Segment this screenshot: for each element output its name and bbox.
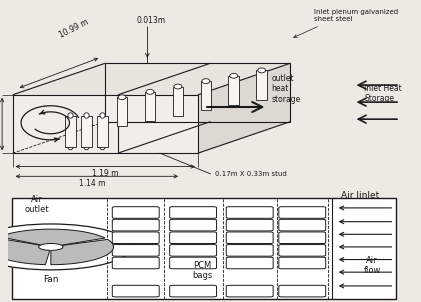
Text: 0.17m X 0.33m stud: 0.17m X 0.33m stud <box>215 171 286 177</box>
FancyBboxPatch shape <box>279 257 326 269</box>
FancyBboxPatch shape <box>112 232 159 243</box>
Text: Air
outlet: Air outlet <box>24 195 49 214</box>
Ellipse shape <box>84 113 89 118</box>
Text: 1.14 m: 1.14 m <box>80 179 106 188</box>
FancyBboxPatch shape <box>226 219 273 231</box>
Bar <box>65 115 76 147</box>
Ellipse shape <box>68 113 73 118</box>
Bar <box>229 76 239 105</box>
Text: Inlet Heat
Storage: Inlet Heat Storage <box>364 84 402 103</box>
Bar <box>173 86 183 116</box>
FancyBboxPatch shape <box>112 219 159 231</box>
Bar <box>117 97 128 127</box>
FancyBboxPatch shape <box>279 232 326 243</box>
FancyBboxPatch shape <box>279 207 326 218</box>
Polygon shape <box>0 238 50 265</box>
Bar <box>81 115 92 147</box>
Ellipse shape <box>118 95 126 100</box>
FancyBboxPatch shape <box>112 257 159 269</box>
Text: PCM
bags: PCM bags <box>192 261 213 280</box>
FancyBboxPatch shape <box>170 219 216 231</box>
Text: Air linlet: Air linlet <box>341 191 379 200</box>
FancyBboxPatch shape <box>226 245 273 256</box>
FancyBboxPatch shape <box>170 257 216 269</box>
FancyBboxPatch shape <box>170 245 216 256</box>
Text: 1.19 m: 1.19 m <box>92 169 118 178</box>
Ellipse shape <box>100 144 105 150</box>
Bar <box>13 198 397 299</box>
Polygon shape <box>13 95 198 153</box>
FancyBboxPatch shape <box>279 245 326 256</box>
Ellipse shape <box>174 84 182 89</box>
FancyBboxPatch shape <box>279 219 326 231</box>
Bar <box>200 81 211 110</box>
Polygon shape <box>198 63 290 153</box>
Text: outlet
heat
storage: outlet heat storage <box>272 74 301 104</box>
Polygon shape <box>51 239 114 265</box>
FancyBboxPatch shape <box>226 232 273 243</box>
Text: 0.013m: 0.013m <box>137 16 166 25</box>
Text: Inlet plenum galvanized
sheet steel: Inlet plenum galvanized sheet steel <box>314 9 398 22</box>
Ellipse shape <box>146 89 154 94</box>
Text: 10.99 m: 10.99 m <box>58 18 90 40</box>
FancyBboxPatch shape <box>170 285 216 297</box>
Bar <box>145 92 155 121</box>
FancyBboxPatch shape <box>170 232 216 243</box>
Polygon shape <box>13 63 290 95</box>
FancyBboxPatch shape <box>112 245 159 256</box>
FancyBboxPatch shape <box>279 285 326 297</box>
Ellipse shape <box>68 144 73 150</box>
FancyBboxPatch shape <box>226 285 273 297</box>
FancyBboxPatch shape <box>112 285 159 297</box>
FancyBboxPatch shape <box>226 207 273 218</box>
FancyBboxPatch shape <box>112 207 159 218</box>
Ellipse shape <box>230 73 238 78</box>
Bar <box>256 70 267 100</box>
Bar <box>97 115 108 147</box>
Text: Fan: Fan <box>43 275 59 284</box>
Text: Air
flow: Air flow <box>363 256 381 275</box>
Polygon shape <box>0 229 105 245</box>
FancyBboxPatch shape <box>170 207 216 218</box>
Ellipse shape <box>84 144 89 150</box>
Circle shape <box>0 224 132 270</box>
FancyBboxPatch shape <box>226 257 273 269</box>
Ellipse shape <box>258 68 266 73</box>
Ellipse shape <box>100 113 105 118</box>
Ellipse shape <box>202 79 210 84</box>
